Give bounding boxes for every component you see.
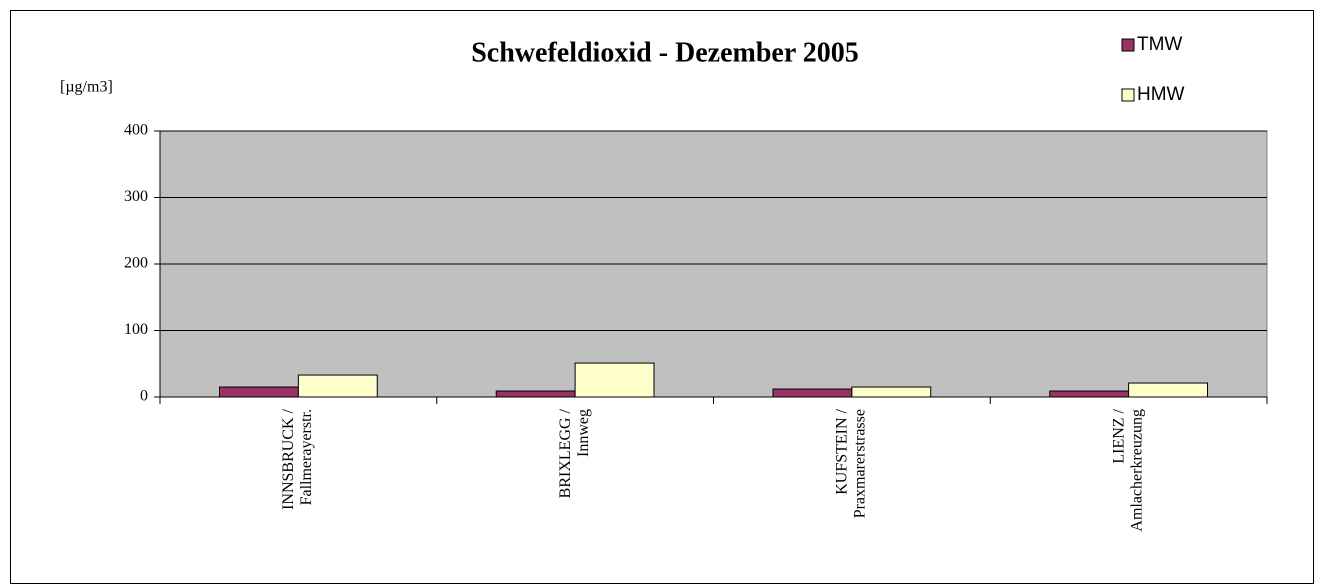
x-tick-label: Praxmarerstrasse [852,409,869,518]
y-tick-label: 0 [140,388,148,405]
bar [772,388,853,398]
bar [851,386,932,398]
chart-title: Schwefeldioxid - Dezember 2005 [471,37,859,68]
bar [1049,390,1130,398]
y-tick-label: 200 [124,255,148,272]
legend-swatch [1121,38,1135,52]
x-tick-label: KUFSTEIN / [834,408,851,494]
bar [219,386,299,398]
y-tick-label: 400 [124,122,148,139]
legend-label: HMW [1137,84,1185,105]
bar [297,374,378,398]
x-tick-label: BRIXLEGG / [557,408,574,498]
y-tick-label: 300 [124,188,148,205]
legend-label: TMW [1137,34,1182,55]
x-tick-label: INNSBRUCK / [280,408,297,509]
x-tick-label: LIENZ / [1110,408,1127,463]
y-tick-label: 100 [124,321,148,338]
x-tick-label: Amlacherkreuzung [1128,409,1145,532]
bar [574,362,655,398]
bar [1128,382,1208,398]
x-tick-label: Fallmerayerstr. [298,409,315,505]
y-axis-label: [µg/m3] [60,79,113,96]
x-tick-label: Innweg [575,409,592,457]
bar [495,390,576,398]
legend-swatch [1121,88,1135,102]
